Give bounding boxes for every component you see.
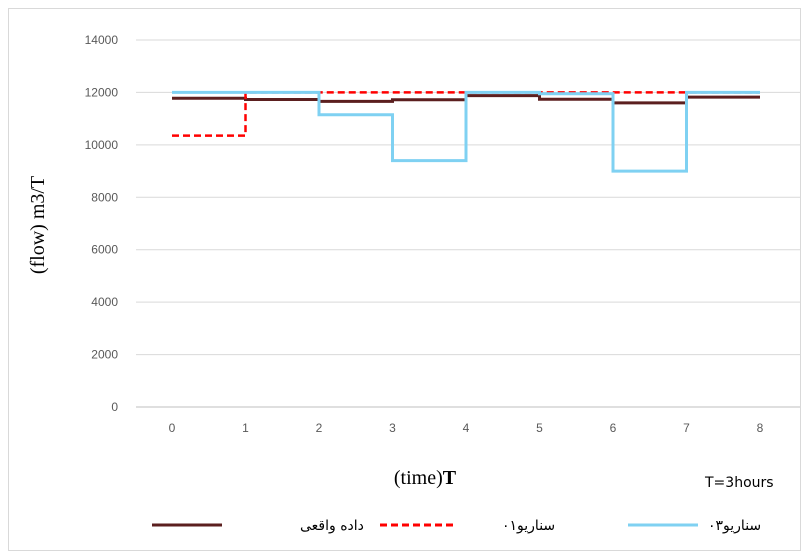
- y-tick-label: 4000: [91, 295, 118, 309]
- x-tick-label: 0: [169, 421, 176, 435]
- x-tick-label: 4: [463, 421, 470, 435]
- legend-label-0: داده واقعی: [300, 518, 364, 534]
- x-tick-label: 7: [683, 421, 690, 435]
- x-axis-label-prefix: (time): [394, 467, 443, 489]
- x-tick-label: 8: [757, 421, 764, 435]
- x-tick-label: 5: [536, 421, 543, 435]
- y-tick-label: 2000: [91, 348, 118, 362]
- y-tick-label: 6000: [91, 243, 118, 257]
- series-lines: [172, 90, 760, 173]
- time-unit-note: T=3hours: [704, 475, 774, 491]
- y-tick-label: 0: [111, 400, 118, 414]
- y-tick-label: 14000: [85, 33, 119, 47]
- x-tick-label: 6: [610, 421, 617, 435]
- legend: داده واقعی سناریو۰۱ سناریو۰۳: [152, 518, 761, 534]
- x-tick-label: 3: [389, 421, 396, 435]
- x-tick-label: 2: [316, 421, 323, 435]
- series-line-1: [172, 91, 760, 137]
- y-tick-label: 8000: [91, 190, 118, 204]
- x-tick-label: 1: [242, 421, 249, 435]
- series-line-2: [172, 90, 760, 173]
- x-axis-label: (time)T: [394, 467, 457, 489]
- tick-labels: 0 2000 4000 6000 8000 10000 12000 14000 0 1 2 3 4 5 6 7…: [85, 33, 764, 435]
- legend-label-1: سناریو۰۱: [502, 518, 555, 534]
- y-tick-label: 10000: [85, 138, 119, 152]
- x-axis-label-bold: T: [443, 467, 457, 489]
- y-axis-label: (flow) m3/T: [27, 176, 49, 274]
- y-tick-label: 12000: [85, 85, 119, 99]
- legend-label-2: سناریو۰۳: [708, 518, 761, 534]
